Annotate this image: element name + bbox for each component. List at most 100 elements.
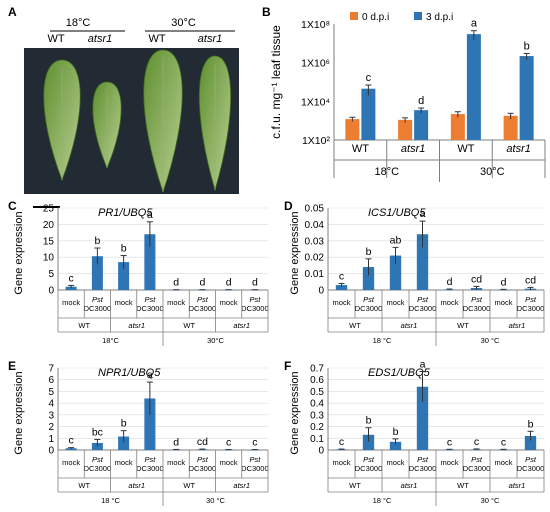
genotype-label: WT — [78, 321, 90, 330]
temperature-label: 30°C — [480, 166, 505, 178]
y-tick-label: 7 — [48, 364, 54, 375]
y-tick-label: 5 — [48, 269, 54, 280]
treatment-label: mock — [167, 298, 185, 307]
y-tick-label: 1X10⁴ — [301, 96, 330, 108]
genotype-label: atsr1 — [401, 481, 418, 490]
y-tick-label: 0 — [48, 446, 54, 457]
significance-letter: d — [173, 277, 179, 289]
treatment-label: Pst — [249, 455, 261, 464]
significance-letter: c — [252, 437, 257, 449]
significance-letter: d — [447, 276, 453, 288]
significance-letter: c — [69, 272, 74, 284]
treatment-label: mock — [495, 298, 513, 307]
y-axis-label: Gene expression — [289, 371, 301, 454]
genotype-label: atsr1 — [401, 321, 418, 330]
treatment-label: mock — [115, 298, 133, 307]
significance-letter: a — [420, 208, 426, 220]
panel-letter: B — [262, 5, 271, 19]
temperature-label: 30 °C — [206, 496, 225, 505]
y-tick-label: 0 — [48, 286, 54, 297]
significance-letter: a — [471, 18, 478, 30]
y-tick-label: 0 — [318, 286, 324, 297]
y-tick-label: 1X10⁸ — [301, 19, 330, 31]
genotype-label: atsr1 — [509, 321, 526, 330]
y-tick-label: 0.01 — [305, 269, 325, 280]
y-tick-label: 2 — [48, 422, 54, 433]
treatment-label: Pst — [92, 455, 104, 464]
legend-swatch — [350, 12, 358, 20]
significance-letter: b — [393, 426, 399, 438]
y-tick-label: 4 — [48, 399, 54, 410]
treatment-label: DC3000 — [463, 464, 491, 473]
y-tick-label: 0.03 — [305, 236, 325, 247]
panel-letter: C — [8, 199, 17, 213]
legend-label: 3 d.p.i — [426, 12, 453, 23]
bar — [118, 262, 130, 290]
genotype-label: atsr1 — [509, 481, 526, 490]
significance-letter: b — [121, 418, 127, 430]
bar — [144, 234, 156, 290]
legend-swatch — [414, 12, 422, 20]
panel-b: Bc.f.u. mg⁻¹ leaf tissue 1X10² 1X10⁴ 1X10⁶ 1… — [262, 5, 546, 182]
significance-letter: ab — [390, 234, 402, 246]
panel-letter: E — [8, 359, 16, 373]
temperature-label: 18°C — [102, 336, 119, 345]
genotype-label: atsr1 — [233, 481, 250, 490]
y-tick-label: 25 — [43, 204, 55, 215]
category-label: atsr1 — [506, 143, 530, 155]
significance-letter: cd — [197, 436, 208, 448]
y-tick-label: 1 — [48, 434, 54, 445]
genotype-label: WT — [78, 481, 90, 490]
gene-title: NPR1/UBQ5 — [98, 367, 161, 379]
y-tick-label: 0.7 — [310, 364, 324, 375]
treatment-label: mock — [387, 298, 405, 307]
treatment-label: mock — [441, 298, 459, 307]
y-axis-label: Gene expression — [13, 371, 25, 454]
treatment-label: DC3000 — [241, 304, 269, 313]
treatment-label: DC3000 — [409, 464, 437, 473]
treatment-label: Pst — [144, 455, 156, 464]
genotype-label: WT — [183, 481, 195, 490]
temperature-label: 18 °C — [101, 496, 120, 505]
bar — [91, 256, 103, 290]
genotype-label: WT — [47, 33, 64, 45]
y-axis-label: Gene expression — [289, 211, 301, 294]
panel-letter: F — [284, 359, 291, 373]
y-tick-label: 5 — [48, 387, 54, 398]
significance-letter: b — [366, 246, 372, 258]
y-tick-label: 0.04 — [305, 220, 325, 231]
treatment-label: mock — [220, 298, 238, 307]
significance-letter: b — [121, 243, 127, 255]
treatment-label: Pst — [471, 295, 483, 304]
significance-letter: c — [366, 72, 372, 84]
bar — [466, 34, 481, 140]
temperature-label: 18 °C — [373, 336, 392, 345]
treatment-label: mock — [495, 458, 513, 467]
treatment-label: DC3000 — [355, 464, 383, 473]
treatment-label: mock — [62, 458, 80, 467]
treatment-label: Pst — [92, 295, 104, 304]
temperature-label: 30°C — [207, 336, 224, 345]
panel-letter: A — [8, 5, 17, 19]
category-label: WT — [352, 143, 369, 155]
y-tick-label: 0.6 — [310, 375, 324, 386]
bar — [389, 255, 402, 290]
y-tick-label: 1X10⁶ — [301, 58, 330, 70]
significance-letter: bc — [92, 426, 103, 438]
significance-letter: d — [173, 436, 179, 448]
treatment-label: DC3000 — [84, 464, 112, 473]
y-tick-label: 0.4 — [310, 399, 324, 410]
treatment-label: DC3000 — [409, 304, 437, 313]
significance-letter: c — [474, 436, 479, 448]
genotype-label: WT — [148, 33, 165, 45]
bar — [335, 285, 348, 290]
treatment-label: DC3000 — [136, 464, 164, 473]
genotype-label: atsr1 — [198, 33, 222, 45]
treatment-label: Pst — [525, 455, 537, 464]
y-tick-label: 0.5 — [310, 387, 324, 398]
treatment-label: DC3000 — [355, 304, 383, 313]
significance-letter: b — [366, 415, 372, 427]
treatment-label: mock — [115, 458, 133, 467]
